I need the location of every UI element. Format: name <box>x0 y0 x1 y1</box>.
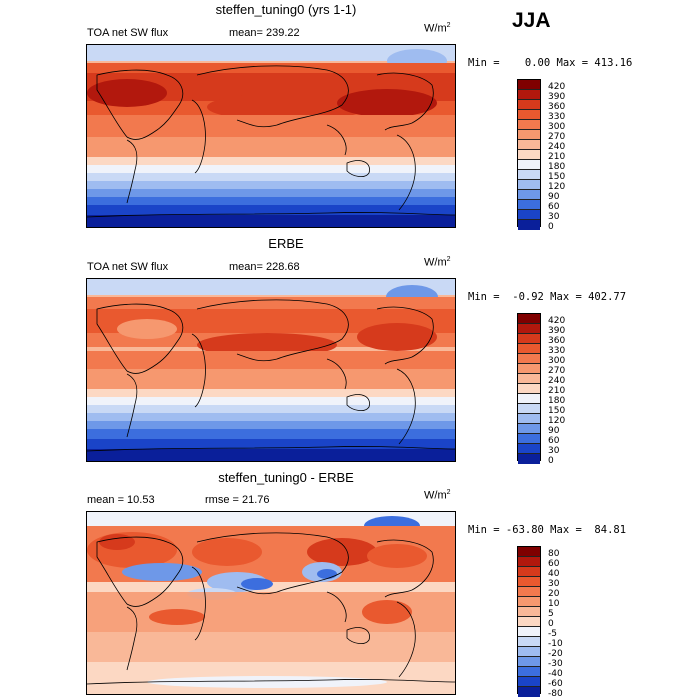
colorbar-tick: 80 <box>548 549 560 559</box>
colorbar-tick: 420 <box>548 316 566 326</box>
colorbar-tick: 30 <box>548 579 560 589</box>
colorbar-tick: 300 <box>548 356 566 366</box>
colorbar-tick: 240 <box>548 376 566 386</box>
panel3-units: W/m2 <box>424 489 451 502</box>
colorbar-tick: 390 <box>548 92 566 102</box>
panel1-mean: mean= 239.22 <box>229 27 300 39</box>
colorbar-tick: 60 <box>548 202 560 212</box>
colorbar-tick: 20 <box>548 589 560 599</box>
colorbar-tick: -80 <box>548 689 563 699</box>
colorbar-tick: -20 <box>548 649 563 659</box>
colorbar-tick: 330 <box>548 346 566 356</box>
colorbar-tick: 40 <box>548 569 560 579</box>
colorbar-tick: 210 <box>548 152 566 162</box>
panel1-colorbar-labels: 420 390 360 330 300 270 240 210 180 150 … <box>548 79 588 232</box>
colorbar-tick: -30 <box>548 659 563 669</box>
panel2-title: ERBE <box>268 236 304 251</box>
panel3-colorbar-labels: 80 60 40 30 20 10 5 0 -5 -10 -20 -30 -40… <box>548 546 588 699</box>
colorbar-tick: 150 <box>548 406 566 416</box>
colorbar-tick: 360 <box>548 336 566 346</box>
colorbar-tick: 330 <box>548 112 566 122</box>
panel1-minmax: Min = 0.00 Max = 413.16 <box>468 57 633 69</box>
colorbar-tick: 60 <box>548 436 560 446</box>
colorbar-tick: 5 <box>548 609 554 619</box>
colorbar-tick: -60 <box>548 679 563 689</box>
colorbar-tick: 30 <box>548 446 560 456</box>
panel3-title: steffen_tuning0 - ERBE <box>218 470 354 485</box>
colorbar-tick: 60 <box>548 559 560 569</box>
panel3-rmse: rmse = 21.76 <box>205 494 270 506</box>
colorbar-tick: 30 <box>548 212 560 222</box>
panel1-units: W/m2 <box>424 22 451 35</box>
colorbar-tick: 180 <box>548 396 566 406</box>
colorbar-tick: 90 <box>548 426 560 436</box>
panel3-minmax: Min = -63.80 Max = 84.81 <box>468 524 627 536</box>
panel1-field-label: TOA net SW flux <box>87 27 169 39</box>
colorbar-tick: 150 <box>548 172 566 182</box>
colorbar-tick: 240 <box>548 142 566 152</box>
colorbar-tick: -40 <box>548 669 563 679</box>
panel3-colorbar <box>517 546 541 697</box>
season-label: JJA <box>512 9 551 32</box>
colorbar-tick: 210 <box>548 386 566 396</box>
colorbar-tick: 270 <box>548 366 566 376</box>
panel2-colorbar <box>517 313 541 464</box>
colorbar-tick: 360 <box>548 102 566 112</box>
colorbar-tick: 0 <box>548 222 554 232</box>
colorbar-tick: 300 <box>548 122 566 132</box>
panel2-colorbar-labels: 420 390 360 330 300 270 240 210 180 150 … <box>548 313 588 466</box>
panel2-map <box>86 278 456 462</box>
colorbar-tick: 120 <box>548 182 566 192</box>
panel2-units: W/m2 <box>424 256 451 269</box>
panel2-minmax: Min = -0.92 Max = 402.77 <box>468 291 627 303</box>
colorbar-tick: 0 <box>548 456 554 466</box>
colorbar-tick: 390 <box>548 326 566 336</box>
panel1-title: steffen_tuning0 (yrs 1-1) <box>215 2 357 17</box>
colorbar-tick: 420 <box>548 82 566 92</box>
colorbar-tick: 90 <box>548 192 560 202</box>
panel1-map <box>86 44 456 228</box>
colorbar-tick: 10 <box>548 599 560 609</box>
colorbar-tick: 180 <box>548 162 566 172</box>
colorbar-tick: 0 <box>548 619 554 629</box>
panel1-colorbar <box>517 79 541 230</box>
panel3-mean: mean = 10.53 <box>87 494 155 506</box>
panel2-field-label: TOA net SW flux <box>87 261 169 273</box>
colorbar-tick: 120 <box>548 416 566 426</box>
colorbar-tick: -5 <box>548 629 557 639</box>
colorbar-tick: -10 <box>548 639 563 649</box>
panel3-map <box>86 511 456 695</box>
colorbar-tick: 270 <box>548 132 566 142</box>
panel2-mean: mean= 228.68 <box>229 261 300 273</box>
